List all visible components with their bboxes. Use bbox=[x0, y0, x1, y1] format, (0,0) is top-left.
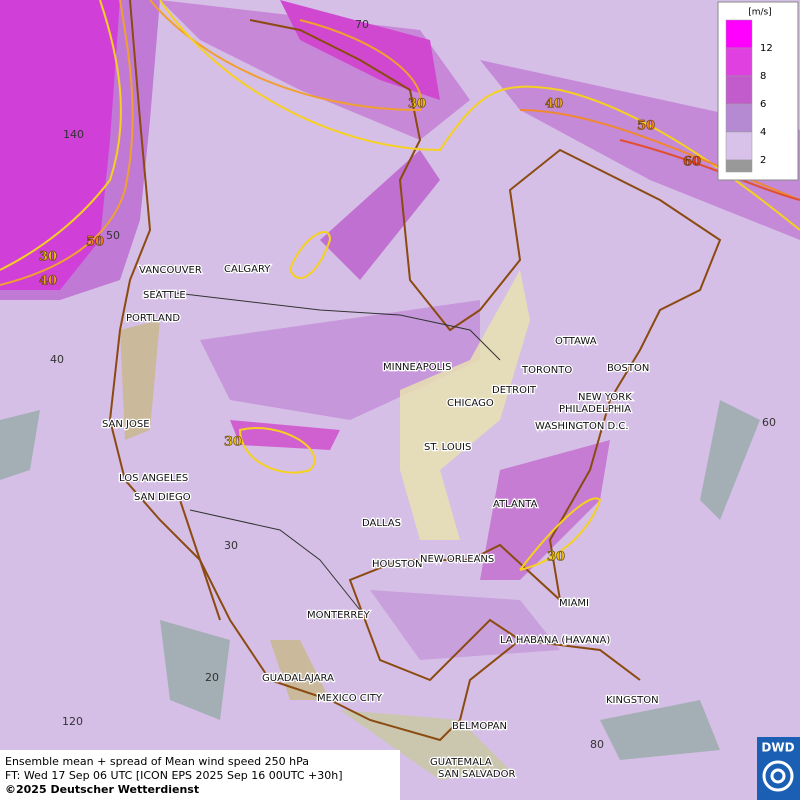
city-label: MONTERREY bbox=[307, 610, 371, 621]
city-label: MINNEAPOLIS bbox=[383, 362, 451, 373]
contour-label: 40 bbox=[39, 274, 57, 289]
legend: [m/s] 12 8 6 4 2 bbox=[717, 1, 799, 181]
contour-label: 60 bbox=[683, 155, 701, 170]
city-label: LOS ANGELES bbox=[119, 473, 188, 484]
city-label: LA HABANA (HAVANA) bbox=[500, 635, 610, 646]
city-label: SAN SALVADOR bbox=[438, 769, 515, 780]
city-label: WASHINGTON D.C. bbox=[535, 421, 629, 432]
graticule-label: 40 bbox=[50, 353, 64, 366]
city-label: PHILADELPHIA bbox=[559, 404, 631, 415]
city-label: BELMOPAN bbox=[452, 721, 507, 732]
city-label: SAN JOSE bbox=[102, 419, 150, 430]
graticule-label: 70 bbox=[355, 18, 369, 31]
city-label: SEATTLE bbox=[143, 290, 186, 301]
graticule-label: 50 bbox=[106, 229, 120, 242]
legend-tick-label: 12 bbox=[760, 43, 773, 54]
city-label: MIAMI bbox=[559, 598, 589, 609]
legend-tick-label: 2 bbox=[760, 155, 766, 166]
legend-tick-label: 4 bbox=[760, 127, 766, 138]
city-label: PORTLAND bbox=[126, 313, 180, 324]
contour-label: 30 bbox=[408, 97, 426, 112]
legend-swatch bbox=[725, 75, 753, 105]
graticule-label: 80 bbox=[590, 738, 604, 751]
contour-label: 30 bbox=[39, 250, 57, 265]
legend-tick-label: 6 bbox=[760, 99, 766, 110]
legend-unit: [m/s] bbox=[748, 8, 772, 18]
legend-tick-label: 8 bbox=[760, 71, 766, 82]
footer-time: FT: Wed 17 Sep 06 UTC [ICON EPS 2025 Sep… bbox=[5, 769, 343, 782]
city-label: CALGARY bbox=[224, 264, 271, 275]
wind-shading bbox=[0, 0, 800, 660]
contour-label: 30 bbox=[547, 550, 565, 565]
graticule-label: 140 bbox=[63, 128, 84, 141]
city-label: TORONTO bbox=[521, 365, 572, 376]
contour-label: 50 bbox=[637, 119, 655, 134]
legend-swatch bbox=[725, 47, 753, 77]
legend-swatch bbox=[725, 103, 753, 133]
legend-swatch bbox=[725, 131, 753, 161]
city-label: HOUSTON bbox=[372, 559, 423, 570]
contour-label: 50 bbox=[86, 235, 104, 250]
footer-title: Ensemble mean + spread of Mean wind spee… bbox=[5, 755, 309, 768]
logo-text: DWD bbox=[761, 741, 794, 755]
footer-copyright: ©2025 Deutscher Wetterdienst bbox=[5, 783, 199, 796]
city-label: ATLANTA bbox=[493, 499, 538, 510]
land-highlights bbox=[0, 270, 760, 780]
graticule-label: 30 bbox=[224, 539, 238, 552]
legend-swatch bbox=[725, 159, 753, 173]
logo: DWD bbox=[757, 737, 800, 800]
city-label: DETROIT bbox=[492, 385, 537, 396]
city-label: VANCOUVER bbox=[139, 265, 202, 276]
footer: Ensemble mean + spread of Mean wind spee… bbox=[0, 750, 400, 800]
city-label: BOSTON bbox=[607, 363, 649, 374]
graticule-label: 20 bbox=[205, 671, 219, 684]
city-label: SAN DIEGO bbox=[134, 492, 191, 503]
city-label: NEW YORK bbox=[578, 392, 632, 403]
city-label: ST. LOUIS bbox=[424, 442, 471, 453]
coastlines bbox=[108, 0, 722, 742]
city-label: KINGSTON bbox=[606, 695, 659, 706]
contour-label: 40 bbox=[545, 97, 563, 112]
contour-label: 30 bbox=[224, 435, 242, 450]
city-label: DALLAS bbox=[362, 518, 401, 529]
city-label: NEW ORLEANS bbox=[420, 554, 494, 565]
city-label: OTTAWA bbox=[555, 336, 597, 347]
graticule-label: 60 bbox=[762, 416, 776, 429]
city-label: MEXICO CITY bbox=[317, 693, 383, 704]
legend-swatch bbox=[725, 19, 753, 49]
graticule-label: 120 bbox=[62, 715, 83, 728]
city-label: CHICAGO bbox=[447, 398, 494, 409]
city-label: GUATEMALA bbox=[430, 757, 492, 768]
city-label: GUADALAJARA bbox=[262, 673, 334, 684]
